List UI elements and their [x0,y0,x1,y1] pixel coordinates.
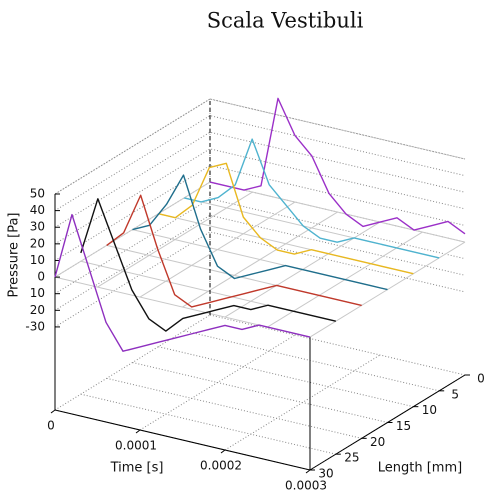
floor-grid-line [158,346,414,408]
x-tick-label: 0.0003 [285,479,327,490]
x-tick-mark [305,469,311,474]
z-tick-label: 10 [30,253,45,267]
y-tick-label: 30 [318,467,333,481]
floor-grid-line [132,362,388,423]
series-line [158,162,414,275]
series-line [106,194,362,308]
y-tick-label: 0 [477,372,485,386]
z-tick-label: 10 [30,286,45,300]
z-tick-label: 30 [30,220,45,234]
x-tick-mark [220,449,226,454]
series-line [209,97,466,235]
z-tick-label: 0 [37,270,45,284]
back-grid-line [54,131,466,228]
series-line [80,198,336,332]
z-axis-label: Pressure [Pa] [7,212,22,297]
y-axis-label: Length [mm] [378,461,462,476]
plane-grid-line [97,191,253,288]
back-grid-line [54,214,466,311]
z-tick-label: 20 [30,236,45,250]
back-grid-line [54,164,466,261]
x-tick-label: 0.0001 [115,439,157,453]
z-tick-label: 20 [30,303,45,317]
y-tick-label: 10 [422,403,437,417]
y-axis [309,374,466,471]
x-tick-mark [135,429,141,434]
y-tick-label: 25 [344,451,359,465]
back-grid-line [54,148,466,245]
z-tick-label: 40 [30,203,45,217]
z-tick-label: -30 [25,319,45,333]
x-tick-label: 0 [47,419,55,433]
floor-grid-line [184,330,440,392]
back-grid-line [54,115,466,212]
plane-grid-line [182,211,338,308]
x-tick-mark [50,409,56,414]
series-line [184,138,440,259]
y-tick-label: 15 [396,419,411,433]
x-axis-label: Time [s] [110,461,164,476]
y-tick-label: 20 [370,435,385,449]
back-grid-line [54,98,466,195]
x-tick-label: 0.0002 [200,459,242,473]
back-grid-line [54,198,466,295]
series-line [54,213,311,352]
series-line [132,174,388,291]
chart-title: Scala Vestibuli [207,9,364,33]
back-wall [54,98,466,315]
floor-grid-line [209,314,466,376]
x-axis [54,409,311,471]
z-tick-label: 50 [30,187,45,201]
back-grid-line [54,231,466,328]
back-grid-line [54,181,466,278]
floor-grid-line [106,377,362,439]
y-tick-label: 5 [451,387,459,401]
